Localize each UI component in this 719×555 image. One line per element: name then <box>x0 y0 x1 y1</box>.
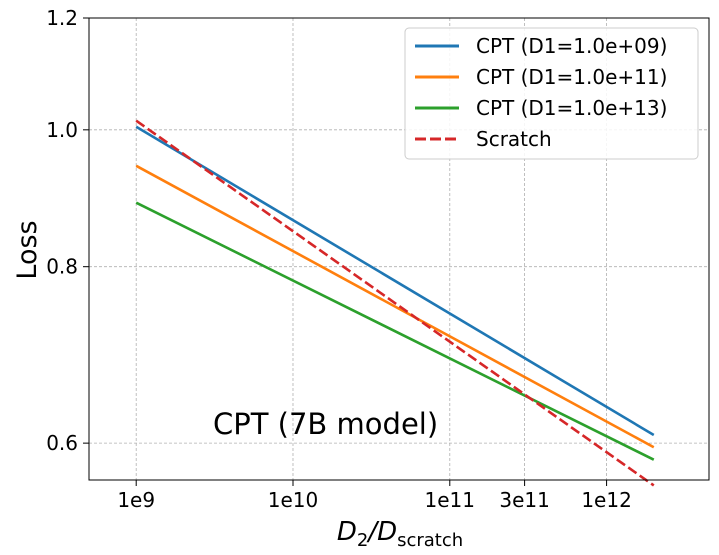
axis-ticks: 1e9 1e10 1e11 3e11 1e12 0.6 0.8 1.0 1.2 <box>46 6 632 512</box>
y-axis-label: Loss <box>12 220 43 279</box>
y-tick-label: 1.0 <box>46 118 78 142</box>
series-line-1 <box>135 164 655 449</box>
y-tick-label: 0.6 <box>46 431 78 455</box>
x-axis-label: D2/Dscratch <box>337 517 463 551</box>
x-tick-label: 3e11 <box>499 488 549 512</box>
annotation-text: CPT (7B model) <box>213 407 438 441</box>
legend-box <box>404 27 699 160</box>
legend-label-cpt-1e09: CPT (D1=1.0e+09) <box>476 34 667 58</box>
x-tick-label: 1e12 <box>581 488 631 512</box>
y-tick-label: 0.8 <box>46 255 78 279</box>
x-axis-label-sub1: 2 <box>357 530 368 551</box>
x-tick-label: 1e9 <box>117 488 155 512</box>
x-axis-label-sub2: scratch <box>397 530 463 551</box>
legend-label-scratch: Scratch <box>476 127 552 151</box>
x-axis-label-slash: /D <box>366 517 397 547</box>
legend-label-cpt-1e11: CPT (D1=1.0e+11) <box>476 65 667 89</box>
series-lines <box>135 119 655 487</box>
x-tick-label: 1e11 <box>425 488 475 512</box>
x-axis-label-main: D <box>337 517 357 547</box>
series-line-3 <box>135 119 655 487</box>
x-tick-label: 1e10 <box>268 488 318 512</box>
y-tick-label: 1.2 <box>46 6 78 30</box>
legend: CPT (D1=1.0e+09) CPT (D1=1.0e+11) CPT (D… <box>404 27 699 160</box>
legend-label-cpt-1e13: CPT (D1=1.0e+13) <box>476 96 667 120</box>
series-line-2 <box>135 201 655 461</box>
series-line-0 <box>135 125 655 437</box>
plot-frame <box>88 17 710 481</box>
